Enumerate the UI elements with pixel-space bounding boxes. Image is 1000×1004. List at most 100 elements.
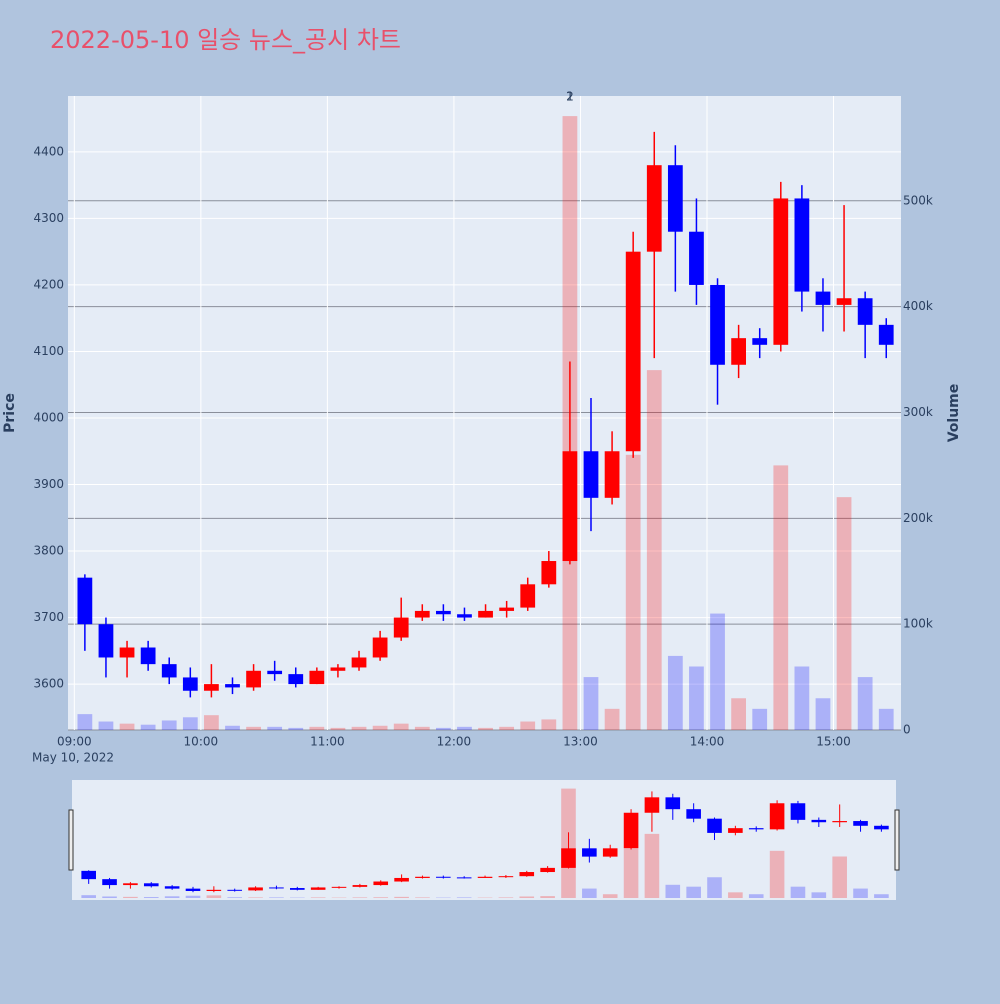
mini-volume-bar [227, 897, 242, 898]
mini-candle-body [561, 848, 576, 868]
mini-volume-bar [81, 895, 96, 898]
mini-volume-bar [457, 897, 472, 898]
mini-volume-bar [812, 892, 827, 898]
y2-axis-title: Volume [946, 384, 962, 443]
volume-bar [415, 727, 430, 730]
candle-body [141, 648, 156, 665]
mini-candle-body [394, 878, 409, 882]
candle-body [436, 611, 451, 614]
mini-candle-body [248, 887, 263, 890]
mini-volume-bar [144, 897, 159, 898]
volume-bar [605, 709, 620, 730]
mini-candle-body [770, 803, 785, 829]
candle-body [77, 578, 92, 625]
volume-bar [246, 727, 261, 730]
volume-bar [689, 666, 704, 730]
volume-bar [731, 698, 746, 730]
volume-bar [99, 722, 114, 730]
mini-candle-body [353, 885, 368, 887]
mini-candle-body [874, 826, 889, 830]
volume-bar [373, 726, 388, 730]
candle-body [457, 614, 472, 617]
mini-volume-bar [853, 889, 868, 898]
y-tick-label: 3700 [33, 610, 64, 624]
volume-bar [267, 727, 282, 730]
candle-body [162, 664, 177, 677]
mini-candle-body [499, 876, 514, 877]
mini-volume-bar [582, 889, 597, 898]
volume-bar [77, 714, 92, 730]
candle-body [331, 667, 346, 670]
annotation: 2 [566, 90, 574, 104]
mini-candle-body [102, 879, 117, 885]
volume-bar [225, 726, 240, 730]
mini-candle-body [665, 797, 680, 809]
mini-candle-body [540, 868, 555, 872]
volume-bar [141, 725, 156, 730]
x-tick-label: 13:00 [563, 735, 598, 749]
mini-candle-body [165, 886, 180, 888]
mini-volume-bar [311, 897, 326, 898]
range-handle[interactable] [69, 810, 73, 870]
candle-body [99, 624, 114, 657]
mini-volume-bar [707, 877, 722, 898]
volume-bar [520, 722, 535, 730]
candle-body [752, 338, 767, 345]
mini-candle-body [207, 890, 222, 891]
candle-body [288, 674, 303, 684]
y-tick-label: 4300 [33, 211, 64, 225]
range-handle[interactable] [895, 810, 899, 870]
mini-volume-bar [686, 887, 701, 898]
x-tick-label: 10:00 [184, 735, 219, 749]
candle-body [520, 584, 535, 607]
mini-candle-body [227, 890, 242, 891]
y2-tick-label: 100k [903, 617, 933, 631]
mini-volume-bar [269, 897, 284, 898]
mini-volume-bar [123, 897, 138, 898]
candle-body [352, 657, 367, 667]
mini-volume-bar [373, 897, 388, 898]
candle-body [647, 165, 662, 251]
mini-candle-body [853, 821, 868, 826]
y2-tick-label: 400k [903, 299, 933, 313]
mini-volume-bar [207, 895, 222, 898]
mini-candle-body [311, 887, 326, 889]
mini-candle-body [582, 848, 597, 856]
x-tick-label: 09:00 [57, 735, 92, 749]
volume-bar [668, 656, 683, 730]
mini-candle-body [686, 809, 701, 818]
x-tick-label: 14:00 [690, 735, 725, 749]
y2-tick-label: 0 [903, 723, 911, 737]
mini-volume-bar [394, 897, 409, 898]
volume-bar [816, 698, 831, 730]
candle-body [773, 198, 788, 344]
mini-volume-bar [832, 856, 847, 898]
mini-volume-bar [415, 897, 430, 898]
mini-candle-body [707, 819, 722, 833]
candle-body [584, 451, 599, 498]
mini-volume-bar [603, 894, 618, 898]
mini-volume-bar [770, 851, 785, 898]
mini-volume-bar [540, 896, 555, 898]
mini-candle-body [123, 883, 138, 885]
volume-bar [120, 724, 135, 730]
y-tick-label: 4100 [33, 344, 64, 358]
volume-bar [626, 455, 641, 730]
candle-body [394, 618, 409, 638]
mini-candle-body [624, 813, 639, 849]
y-axis-title: Price [2, 393, 18, 433]
mini-candle-body [645, 797, 660, 812]
volume-bar [309, 727, 324, 730]
mini-candle-body [81, 871, 96, 879]
candle-body [563, 451, 578, 561]
candle-body [373, 638, 388, 658]
volume-bar [394, 724, 409, 730]
mini-volume-bar [791, 887, 806, 898]
volume-bar [837, 497, 852, 730]
y-tick-label: 3800 [33, 544, 64, 558]
mini-volume-bar [645, 834, 660, 898]
volume-bar [499, 727, 514, 730]
mini-candle-body [749, 828, 764, 829]
chart-title: 2022-05-10 일승 뉴스_공시 차트 [50, 26, 401, 54]
